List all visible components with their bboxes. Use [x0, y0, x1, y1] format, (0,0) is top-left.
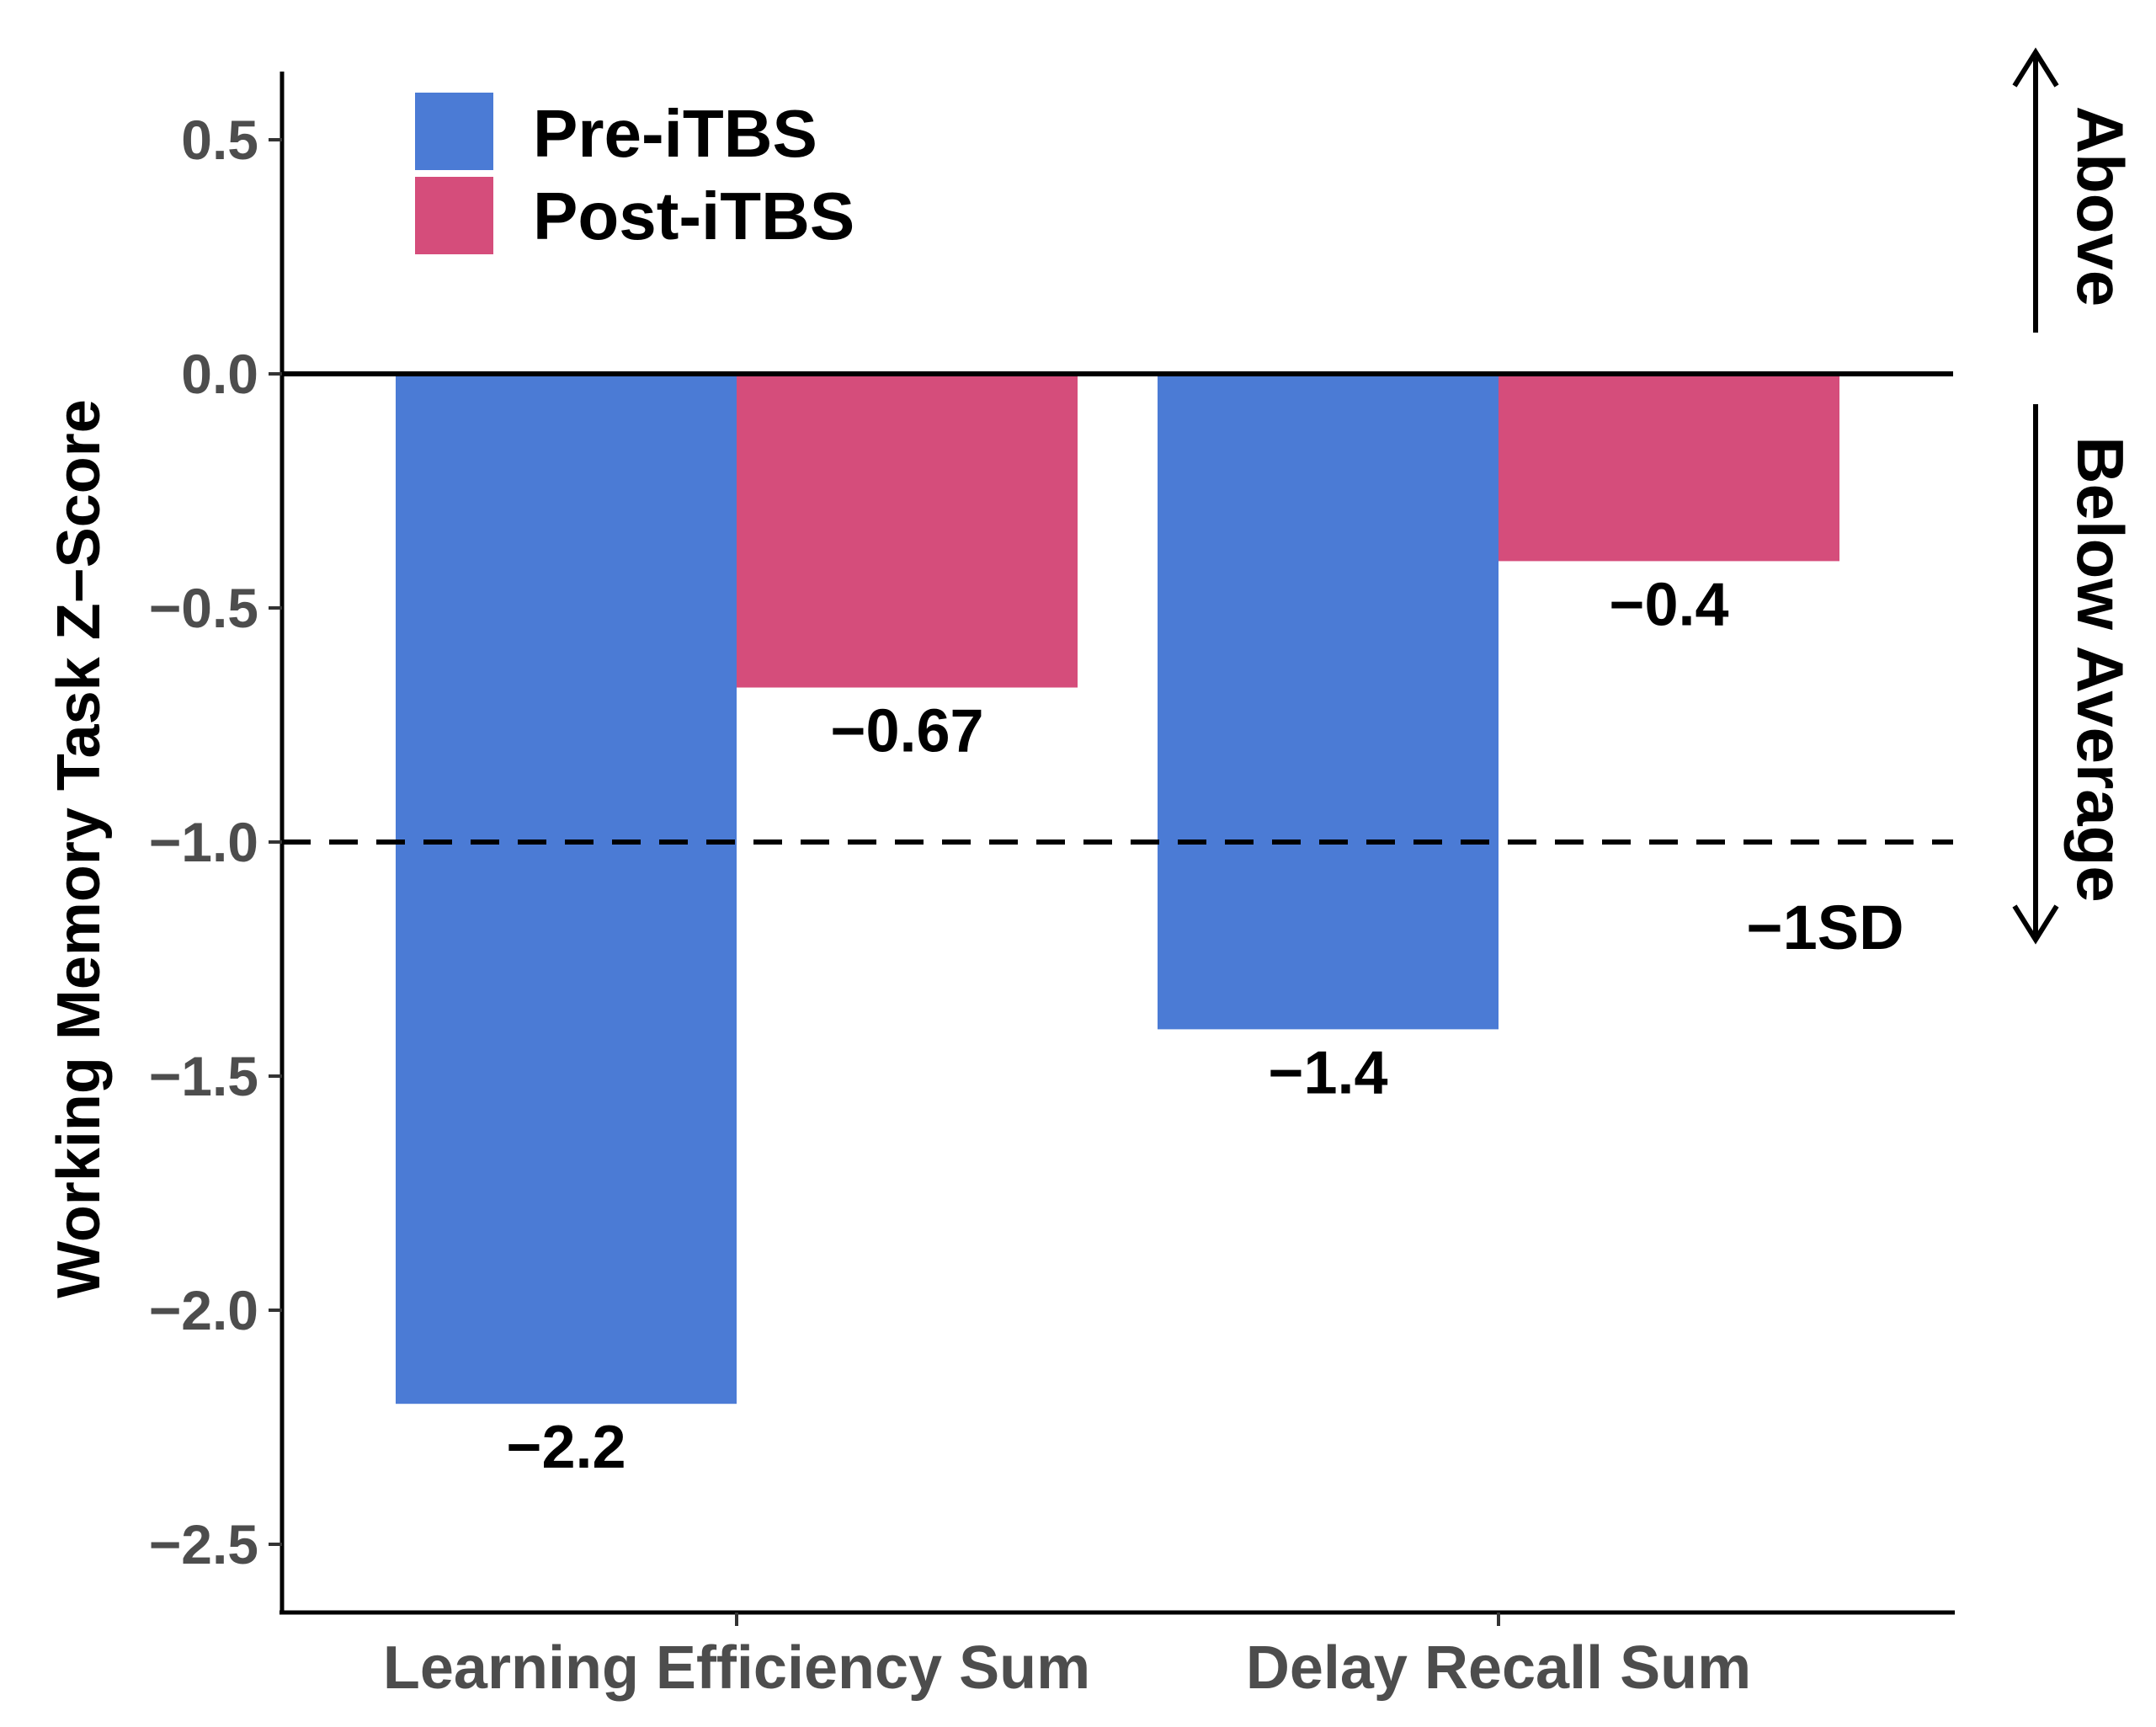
legend-label-pre-itbs: Pre-iTBS [533, 96, 817, 171]
y-axis-title: Working Memory Task Z−Score [45, 399, 113, 1298]
above-label: Above [2063, 106, 2137, 306]
y-tick-label: 0.5 [181, 109, 258, 171]
reference-lines [282, 371, 1953, 845]
below-average-label: Below Average [2063, 436, 2137, 902]
above-arrow-icon [2012, 47, 2059, 333]
bar-post-itbs-2 [1499, 374, 1839, 562]
x-category-label: Delay Recall Sum [1246, 1634, 1751, 1702]
bar-value-label: −0.67 [830, 698, 983, 765]
bar-value-label: −2.2 [506, 1414, 626, 1481]
bar-pre-itbs-2 [1158, 374, 1499, 1030]
bar-pre-itbs-1 [396, 374, 737, 1405]
legend-label-post-itbs: Post-iTBS [533, 179, 854, 253]
bar-value-label: −0.4 [1609, 571, 1728, 638]
bar-value-labels: −2.2 −0.67 −1.4 −0.4 [506, 571, 1728, 1481]
y-tick-label: 0.0 [181, 343, 258, 405]
minus-1sd-label: −1SD [1746, 893, 1903, 962]
legend-swatch-post-itbs [415, 177, 493, 254]
bar-value-label: −1.4 [1268, 1039, 1387, 1106]
y-tick-label: −2.5 [149, 1513, 258, 1575]
y-tick-label: −2.0 [149, 1279, 258, 1341]
x-axis-ticks: Learning Efficiency Sum Delay Recall Sum [383, 1612, 1751, 1702]
legend: Pre-iTBS Post-iTBS [415, 93, 854, 254]
legend-swatch-pre-itbs [415, 93, 493, 170]
y-tick-label: −1.5 [149, 1045, 258, 1107]
y-axis-ticks: 0.5 0.0 −0.5 −1.0 −1.5 −2.0 −2.5 [149, 109, 282, 1575]
x-category-label: Learning Efficiency Sum [383, 1634, 1090, 1702]
below-arrow-icon [2012, 404, 2059, 945]
bar-post-itbs-1 [737, 374, 1078, 688]
bars [396, 374, 1839, 1405]
y-tick-label: −0.5 [149, 577, 258, 639]
y-tick-label: −1.0 [149, 811, 258, 873]
